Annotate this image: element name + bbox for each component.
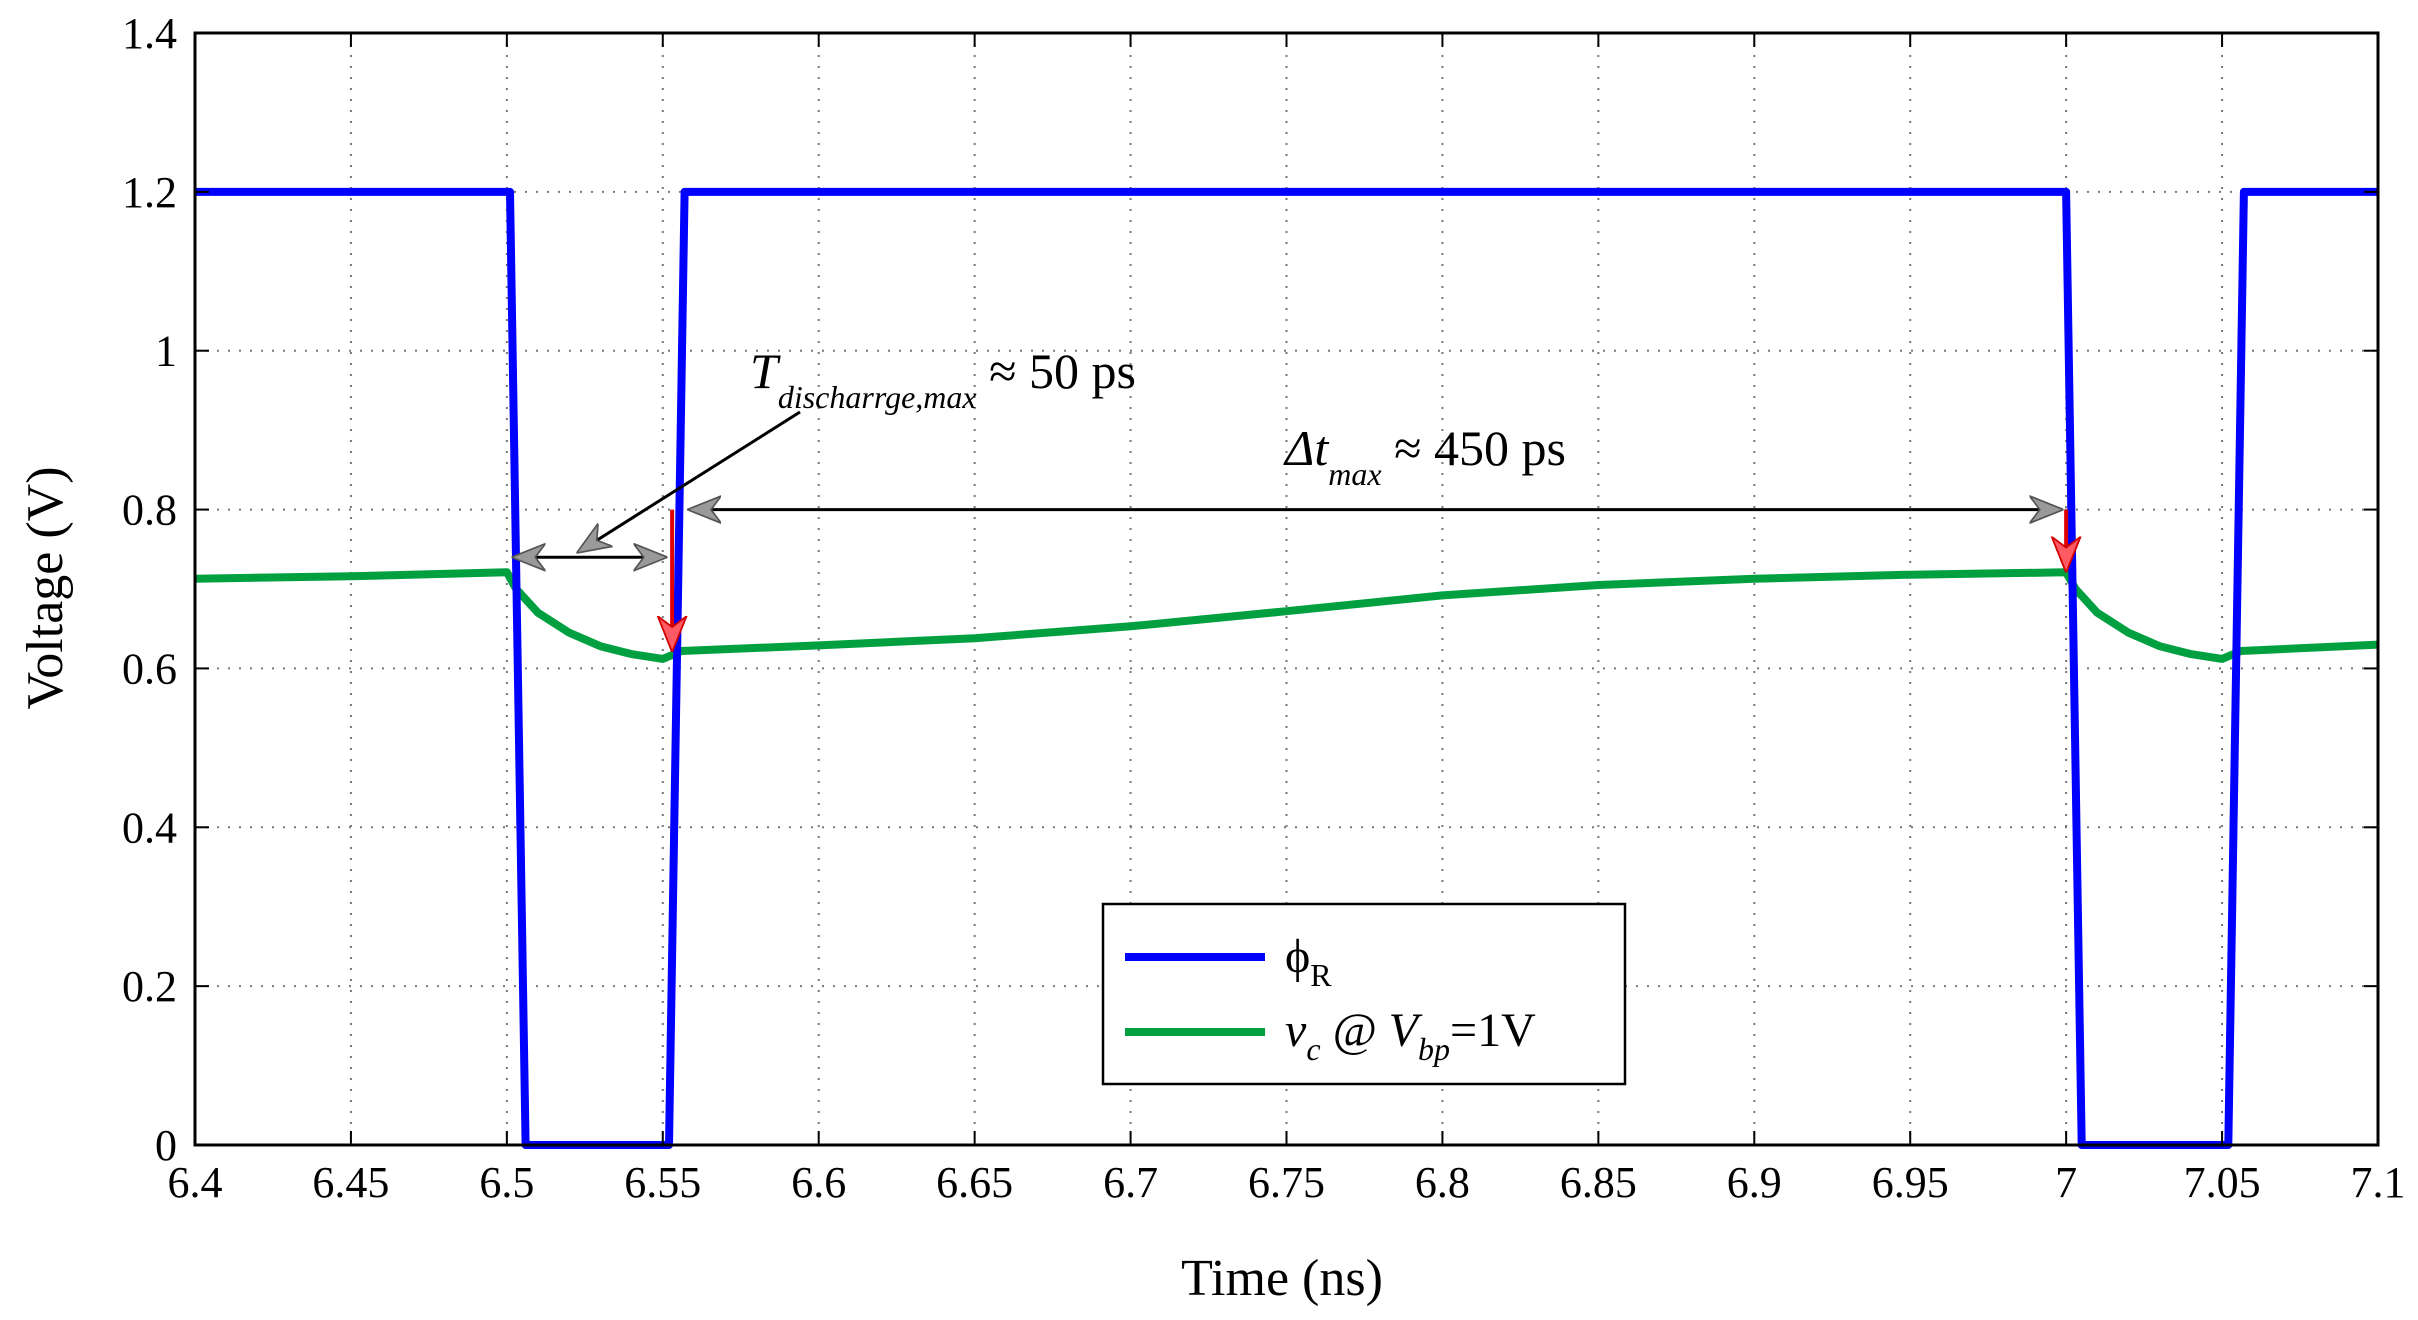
y-tick-label: 0.2: [122, 962, 177, 1011]
x-tick-label: 7.05: [2184, 1158, 2261, 1207]
x-tick-label: 6.75: [1248, 1158, 1325, 1207]
x-tick-label: 6.45: [312, 1158, 389, 1207]
series-line-1: [194, 568, 2379, 663]
y-tick-label: 1.2: [122, 168, 177, 217]
x-tick-label: 6.9: [1727, 1158, 1782, 1207]
series-line-0: [195, 187, 2378, 1149]
x-tick-label: 6.65: [936, 1158, 1013, 1207]
x-tick-label: 6.4: [168, 1158, 223, 1207]
x-tick-label: 6.8: [1415, 1158, 1470, 1207]
series-layer: [194, 187, 2379, 1149]
y-tick-label: 0.6: [122, 644, 177, 693]
legend: ϕR vc @ Vbp=1V: [1101, 902, 1627, 1086]
delta-t-label: Δtmax ≈ 450 ps: [1283, 420, 1566, 492]
x-axis-label: Time (ns): [1181, 1250, 1383, 1307]
y-axis-label: Voltage (V): [17, 466, 74, 709]
ticks: 6.4 6.45 6.5 6.55 6.6 6.65 6.7 6.75 6.8 6.85 6.9 6.…: [122, 9, 2406, 1207]
annotations: Tdischarrge,max ≈ 50 ps Δtmax ≈ 450 ps: [515, 343, 2066, 649]
y-tick-label: 1: [155, 327, 177, 376]
legend-box: [1101, 902, 1627, 1086]
x-tick-label: 6.85: [1560, 1158, 1637, 1207]
legend-label-phi: ϕR: [1285, 930, 1332, 993]
t-discharge-pointer: [579, 410, 801, 551]
x-tick-label: 6.7: [1103, 1158, 1158, 1207]
legend-label-vc: vc @ Vbp=1V: [1285, 1004, 1536, 1067]
y-tick-label: 0.8: [122, 486, 177, 535]
x-tick-label: 6.55: [624, 1158, 701, 1207]
x-tick-label: 7: [2055, 1158, 2077, 1207]
x-tick-label: 6.6: [791, 1158, 846, 1207]
x-tick-label: 6.95: [1872, 1158, 1949, 1207]
x-tick-label: 6.5: [479, 1158, 534, 1207]
x-tick-label: 7.1: [2351, 1158, 2406, 1207]
y-tick-label: 1.4: [122, 9, 177, 58]
y-tick-label: 0: [155, 1121, 177, 1170]
t-discharge-label: Tdischarrge,max ≈ 50 ps: [750, 343, 1136, 415]
grid: [195, 33, 2378, 1145]
y-tick-label: 0.4: [122, 803, 177, 852]
